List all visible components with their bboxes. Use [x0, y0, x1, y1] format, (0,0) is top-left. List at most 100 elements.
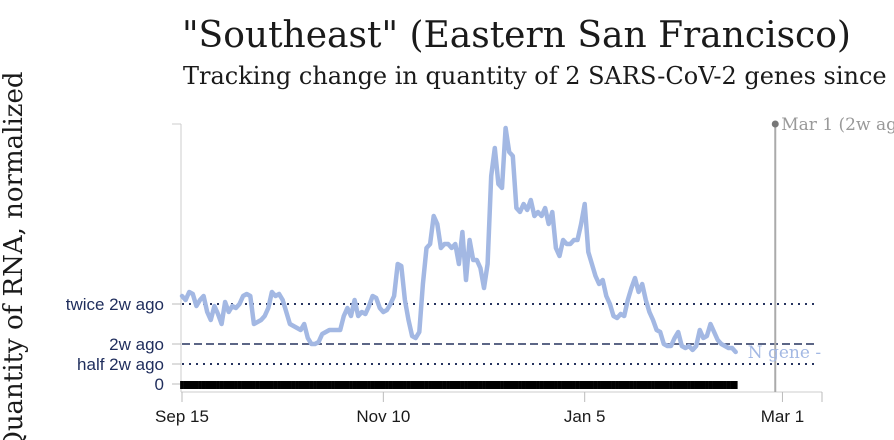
- rug-tick: [503, 381, 508, 389]
- y-tick-label-3: 0: [155, 375, 164, 394]
- rug-tick: [273, 381, 278, 389]
- rug-tick: [287, 381, 292, 389]
- rug-tick: [435, 381, 440, 389]
- rug-tick: [687, 381, 691, 389]
- rug-tick: [280, 381, 285, 389]
- rug-tick: [183, 381, 188, 389]
- marker-dot: [771, 120, 779, 128]
- x-tick-label-1: Nov 10: [356, 407, 410, 426]
- rug-tick: [471, 381, 476, 389]
- rug-tick: [259, 381, 264, 389]
- rug-tick: [424, 381, 429, 389]
- rug-tick: [248, 381, 253, 389]
- rug-tick: [406, 381, 411, 389]
- rug-tick: [492, 381, 497, 389]
- rug-tick: [327, 381, 332, 389]
- rug-tick: [363, 381, 368, 389]
- rug-tick: [219, 381, 224, 389]
- rug-tick: [507, 381, 512, 389]
- rug-tick: [726, 381, 731, 389]
- rug-tick: [420, 381, 425, 389]
- rug-tick: [607, 381, 612, 389]
- rug-tick: [244, 381, 249, 389]
- rug-tick: [618, 381, 623, 389]
- series-line-0: [179, 125, 738, 355]
- rug-tick: [349, 381, 353, 389]
- rug-tick: [356, 381, 361, 389]
- rug-tick: [546, 381, 551, 389]
- rug-tick: [708, 381, 713, 389]
- rug-tick: [216, 381, 220, 389]
- series-label-0: N gene -: [748, 343, 821, 363]
- rug-tick: [705, 381, 709, 389]
- rug-tick: [496, 381, 501, 389]
- rug-tick: [572, 381, 576, 389]
- rug-tick: [284, 381, 289, 389]
- rug-tick: [320, 381, 325, 389]
- rug-tick: [291, 381, 296, 389]
- rug-tick: [377, 381, 382, 389]
- rug-tick: [388, 381, 393, 389]
- x-axis-ticks: Sep 15 Nov 10 Jan 5 Mar 1: [155, 392, 823, 426]
- rug-tick: [374, 381, 379, 389]
- rug-tick: [381, 381, 386, 389]
- rug-tick: [201, 381, 206, 389]
- x-tick-label-3: Mar 1: [761, 407, 804, 426]
- rug-tick: [615, 381, 619, 389]
- rug-tick: [525, 381, 530, 389]
- rug-tick: [679, 381, 684, 389]
- rug-tick: [230, 381, 235, 389]
- rug-tick: [658, 381, 663, 389]
- rug-tick: [669, 381, 673, 389]
- rug-tick: [205, 381, 210, 389]
- rug-tick: [672, 381, 677, 389]
- rug-tick: [212, 381, 217, 389]
- rug-tick: [654, 381, 659, 389]
- rug-tick: [622, 381, 627, 389]
- rug-tick: [403, 381, 407, 389]
- rug-tick: [557, 381, 562, 389]
- rug-tick: [323, 381, 328, 389]
- rug-tick: [485, 381, 490, 389]
- rug-tick: [665, 381, 670, 389]
- rug-tick: [712, 381, 717, 389]
- rug-tick: [600, 381, 605, 389]
- rug-tick: [539, 381, 544, 389]
- y-tick-label-1: 2w ago: [109, 335, 164, 354]
- rug-tick: [474, 381, 479, 389]
- reference-lines: [182, 303, 818, 365]
- rug-tick: [528, 381, 533, 389]
- rug-tick: [467, 381, 472, 389]
- rug-tick: [514, 381, 519, 389]
- rug-tick: [338, 381, 343, 389]
- rug-tick: [395, 381, 400, 389]
- rug-tick: [715, 381, 720, 389]
- rug-tick: [298, 381, 303, 389]
- rug-tick: [460, 381, 465, 389]
- rug-tick: [305, 381, 310, 389]
- rug-tick: [331, 381, 335, 389]
- rug-tick: [309, 381, 314, 389]
- x-tick-label-2: Jan 5: [564, 407, 606, 426]
- rug-tick: [352, 381, 357, 389]
- rug-tick: [262, 381, 267, 389]
- rug-tick: [521, 381, 526, 389]
- rug-tick: [234, 381, 238, 389]
- rug-tick: [597, 381, 601, 389]
- rug-tick: [561, 381, 566, 389]
- rug-tick: [586, 381, 591, 389]
- rug-tick: [579, 381, 584, 389]
- rug-tick: [456, 381, 461, 389]
- rug-tick: [568, 381, 573, 389]
- rug-tick: [237, 381, 242, 389]
- rug-tick: [554, 381, 558, 389]
- rug-tick: [269, 381, 274, 389]
- rug-tick: [334, 381, 339, 389]
- y-tick-label-0: twice 2w ago: [66, 295, 164, 314]
- rug-tick: [625, 381, 630, 389]
- rug-tick: [518, 381, 522, 389]
- rug-tick: [316, 381, 321, 389]
- rug-tick: [604, 381, 609, 389]
